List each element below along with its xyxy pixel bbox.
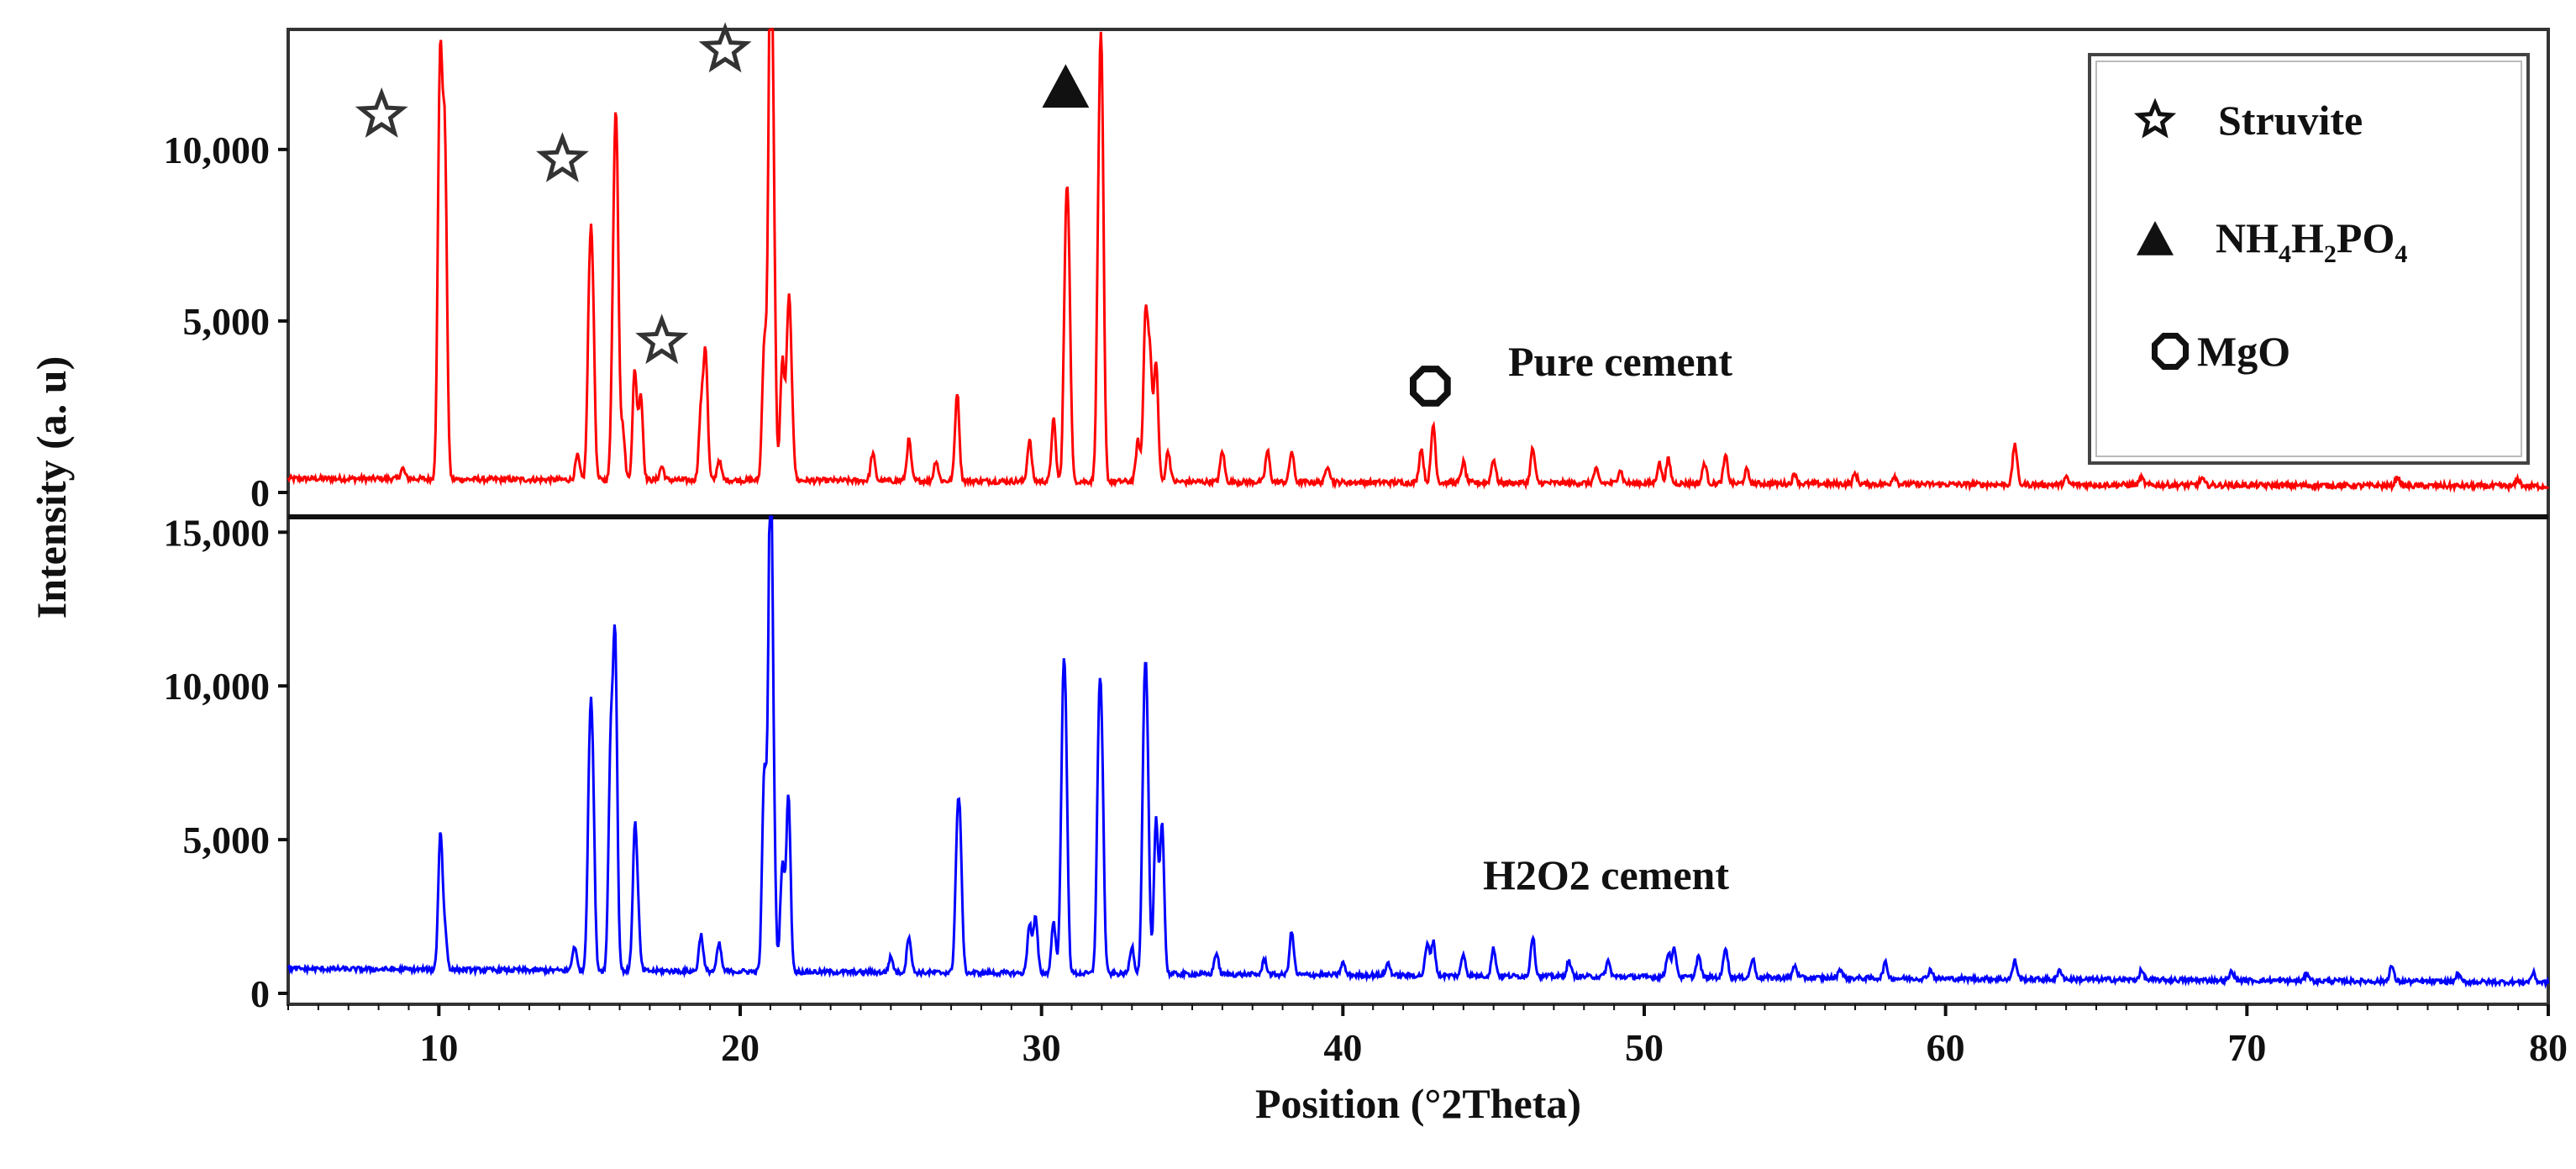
legend-triangle-icon: [2137, 221, 2174, 255]
legend-octagon-icon: [2152, 333, 2189, 370]
x-tick-label: 70: [2227, 1026, 2266, 1069]
legend: Struvite NH4H2PO4 MgO: [2088, 53, 2530, 465]
h2o2-y-tick-label: 5,000: [183, 819, 271, 861]
mgo-octagon-marker: [1410, 366, 1451, 407]
struvite-star-marker: [635, 313, 689, 365]
x-tick-label: 80: [2529, 1026, 2568, 1069]
formula-h: H: [2291, 214, 2324, 261]
axes: 0 5,000 10,000 0 5,000 10,000 15,000 10 20 30 40 50…: [164, 129, 2568, 1069]
formula-sub-4b: 4: [2395, 240, 2407, 268]
x-tick-label: 40: [1323, 1026, 1362, 1069]
legend-nh4h2po4-label: NH4H2PO4: [2216, 214, 2407, 268]
x-tick-label: 30: [1023, 1026, 1061, 1069]
struvite-star-marker: [698, 22, 752, 73]
pure-y-tick-label: 0: [250, 471, 270, 514]
phase-markers: [355, 22, 1451, 407]
legend-star-icon: [2133, 97, 2177, 139]
h2o2-y-tick-label: 10,000: [164, 665, 271, 708]
pure-trace: [287, 28, 2550, 494]
x-tick-label: 10: [419, 1026, 458, 1069]
h2o2-panel-frame: [287, 515, 2550, 1006]
x-tick-label: 60: [1927, 1026, 1965, 1069]
pure-y-tick-label: 10,000: [164, 129, 271, 171]
formula-nh: NH: [2216, 214, 2279, 261]
struvite-star-marker: [536, 132, 589, 182]
formula-po: PO: [2337, 214, 2395, 261]
h2o2-trace: [287, 515, 2550, 989]
struvite-star-marker: [355, 87, 408, 138]
y-axis-title: Intensity (a. u): [28, 356, 75, 619]
formula-sub-4a: 4: [2279, 240, 2291, 268]
x-tick-label: 20: [721, 1026, 760, 1069]
x-axis-title: Position (°2Theta): [1255, 1080, 1581, 1127]
formula-sub-2: 2: [2324, 240, 2337, 268]
x-tick-label: 50: [1625, 1026, 1664, 1069]
pure-cement-label: Pure cement: [1508, 338, 1732, 385]
pure-y-tick-label: 5,000: [183, 300, 271, 343]
h2o2-cement-series: [287, 515, 2550, 989]
h2o2-cement-label: H2O2 cement: [1483, 851, 1729, 898]
legend-mgo-label: MgO: [2197, 328, 2290, 375]
h2o2-y-tick-label: 15,000: [164, 511, 271, 554]
nh4h2po4-triangle-marker: [1042, 64, 1090, 108]
legend-inner-border: [2095, 61, 2522, 457]
legend-struvite-label: Struvite: [2218, 97, 2363, 144]
pure-cement-series: [287, 28, 2550, 494]
h2o2-y-tick-label: 0: [250, 972, 270, 1015]
